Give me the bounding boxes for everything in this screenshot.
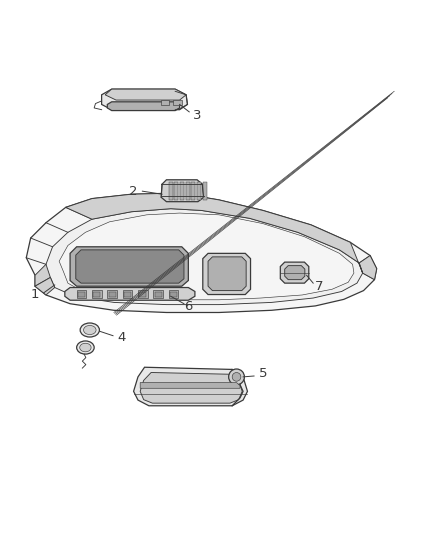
Polygon shape	[140, 373, 242, 403]
Polygon shape	[280, 262, 309, 283]
Polygon shape	[26, 193, 377, 312]
Polygon shape	[65, 287, 195, 300]
Polygon shape	[70, 247, 188, 286]
Bar	[124, 292, 131, 297]
Bar	[174, 182, 178, 200]
Text: 4: 4	[117, 331, 126, 344]
Bar	[78, 292, 85, 297]
Circle shape	[232, 373, 241, 381]
Bar	[107, 290, 117, 298]
Bar	[173, 100, 182, 106]
Polygon shape	[161, 180, 204, 201]
Polygon shape	[46, 209, 363, 304]
Circle shape	[229, 369, 244, 385]
Ellipse shape	[84, 326, 96, 335]
Polygon shape	[66, 193, 363, 273]
Bar	[155, 292, 162, 297]
Polygon shape	[107, 102, 180, 110]
Polygon shape	[105, 89, 186, 100]
Bar	[191, 182, 195, 200]
Bar	[169, 182, 173, 200]
Polygon shape	[102, 89, 187, 110]
Polygon shape	[134, 367, 247, 406]
Text: 2: 2	[129, 184, 138, 198]
Polygon shape	[35, 261, 64, 287]
Bar	[161, 100, 169, 106]
Polygon shape	[59, 213, 354, 300]
Bar	[139, 292, 146, 297]
Polygon shape	[35, 278, 55, 295]
Bar	[170, 292, 177, 297]
Bar	[203, 182, 207, 200]
Bar	[180, 182, 184, 200]
Ellipse shape	[80, 323, 99, 337]
Bar	[153, 290, 163, 298]
Polygon shape	[285, 265, 305, 280]
Polygon shape	[76, 250, 184, 283]
Text: 1: 1	[31, 288, 39, 302]
Ellipse shape	[77, 341, 94, 354]
Bar	[123, 290, 132, 298]
Bar	[92, 290, 102, 298]
Polygon shape	[359, 255, 377, 280]
Text: 3: 3	[193, 109, 201, 122]
Bar	[169, 290, 178, 298]
Polygon shape	[203, 253, 251, 295]
Ellipse shape	[80, 343, 91, 352]
Text: 5: 5	[258, 367, 267, 381]
Bar	[93, 292, 100, 297]
Bar	[197, 182, 201, 200]
Bar	[186, 182, 190, 200]
Text: 6: 6	[184, 300, 193, 313]
Bar	[77, 290, 86, 298]
Text: 7: 7	[314, 280, 323, 293]
Polygon shape	[140, 383, 240, 388]
Bar	[138, 290, 148, 298]
Polygon shape	[208, 257, 246, 290]
Bar	[109, 292, 116, 297]
